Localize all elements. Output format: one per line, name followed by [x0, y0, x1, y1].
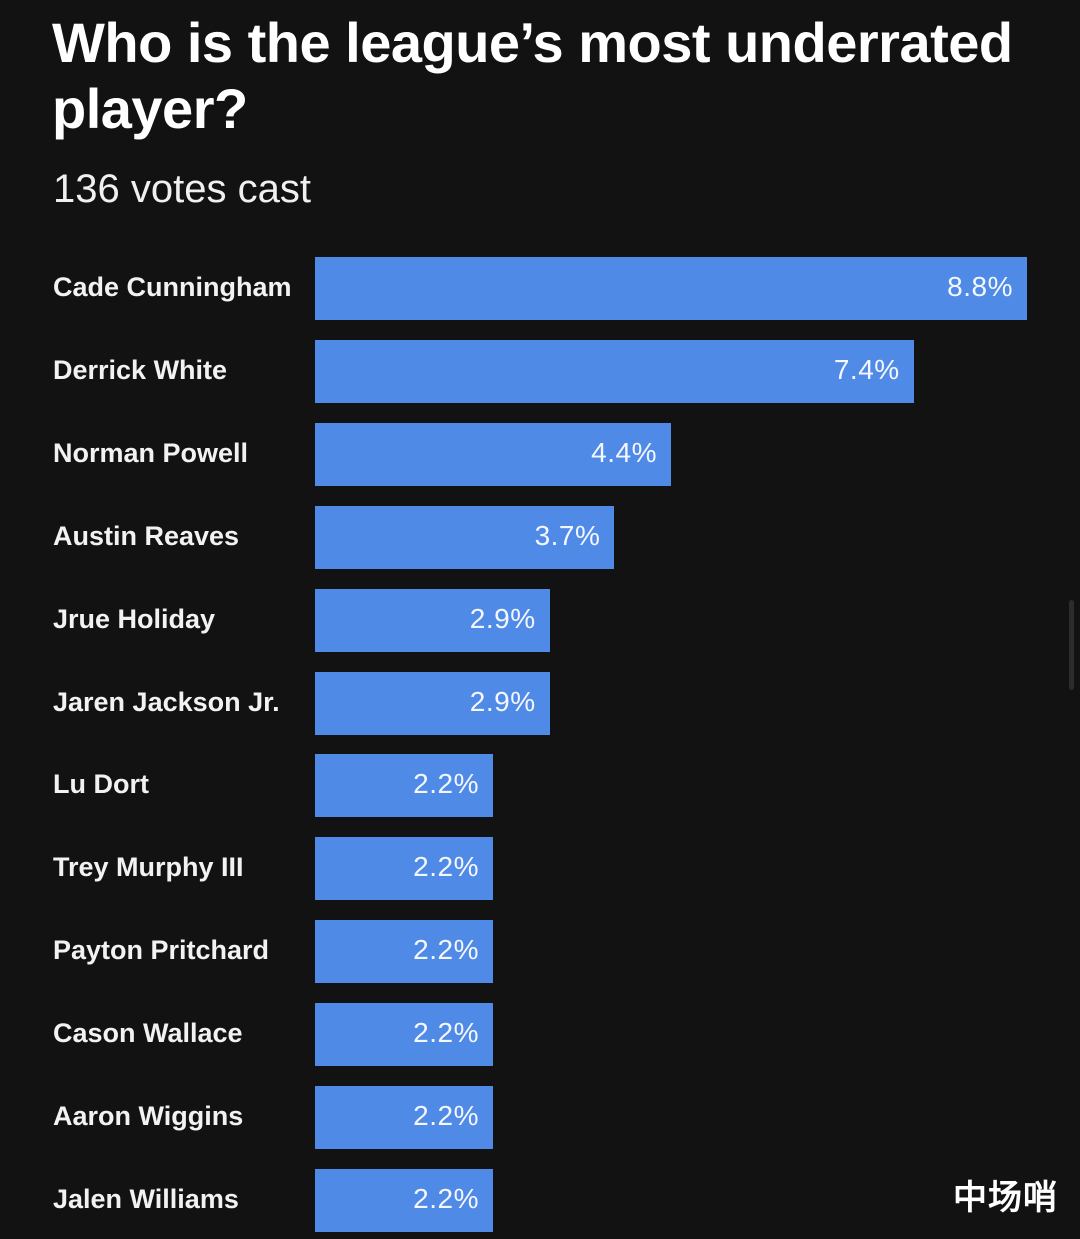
bar: 8.8% [315, 257, 1027, 320]
chart-row: Cade Cunningham 8.8% [0, 257, 1080, 320]
bar-value-label: 2.2% [413, 1017, 479, 1049]
category-label: Cason Wallace [53, 1018, 243, 1049]
bar: 3.7% [315, 505, 615, 569]
bar: 2.2% [315, 1003, 493, 1067]
chart-row: Aaron Wiggins 2.2% [0, 1086, 1080, 1149]
chart-row: Lu Dort 2.2% [0, 754, 1080, 818]
category-label: Austin Reaves [53, 520, 240, 551]
chart-row: Jaren Jackson Jr. 2.9% [0, 671, 1080, 735]
bar: 2.2% [315, 920, 493, 984]
votes-cast-subtitle: 136 votes cast [53, 167, 311, 211]
chart-row: Jrue Holiday 2.9% [0, 588, 1080, 652]
bar-value-label: 2.2% [413, 768, 479, 800]
category-label: Payton Pritchard [53, 935, 270, 966]
bar-value-label: 3.7% [534, 519, 601, 551]
chart-row: Norman Powell 4.4% [0, 422, 1080, 486]
category-label: Trey Murphy III [53, 852, 244, 883]
bar: 2.9% [315, 588, 550, 652]
chart-row: Austin Reaves 3.7% [0, 505, 1080, 569]
bar-value-label: 4.4% [591, 436, 657, 468]
category-label: Aaron Wiggins [53, 1101, 244, 1131]
chart-row: Derrick White 7.4% [0, 339, 1080, 403]
category-label: Cade Cunningham [53, 272, 292, 302]
bar: 2.2% [315, 754, 493, 818]
bar: 2.2% [315, 1168, 493, 1232]
category-label: Lu Dort [53, 769, 149, 800]
category-label: Derrick White [53, 354, 228, 385]
bar-value-label: 2.9% [469, 685, 536, 717]
bar: 7.4% [315, 339, 914, 403]
bar: 4.4% [315, 422, 671, 486]
chart-row: Cason Wallace 2.2% [0, 1003, 1080, 1067]
watermark-logo: 中场哨 [953, 1178, 1058, 1218]
bar-value-label: 2.2% [413, 934, 479, 966]
chart-title: Who is the league’s most underrated play… [52, 11, 1013, 140]
bar-value-label: 8.8% [947, 271, 1013, 302]
bar-value-label: 2.2% [413, 1182, 479, 1214]
bar-value-label: 2.2% [413, 1100, 479, 1131]
bar-value-label: 2.9% [469, 602, 536, 634]
bar: 2.2% [315, 837, 493, 901]
chart-row: Trey Murphy III 2.2% [0, 837, 1080, 901]
chart-row: Payton Pritchard 2.2% [0, 920, 1080, 984]
bar-value-label: 2.2% [413, 851, 479, 883]
bar: 2.9% [315, 671, 550, 735]
category-label: Jrue Holiday [53, 603, 216, 634]
category-label: Norman Powell [53, 437, 249, 468]
bar: 2.2% [315, 1086, 493, 1149]
category-label: Jaren Jackson Jr. [53, 686, 280, 717]
scrollbar-thumb[interactable] [1069, 600, 1074, 690]
bar-value-label: 7.4% [833, 353, 900, 385]
category-label: Jalen Williams [53, 1183, 239, 1214]
chart-row: Jalen Williams 2.2% [0, 1168, 1080, 1232]
